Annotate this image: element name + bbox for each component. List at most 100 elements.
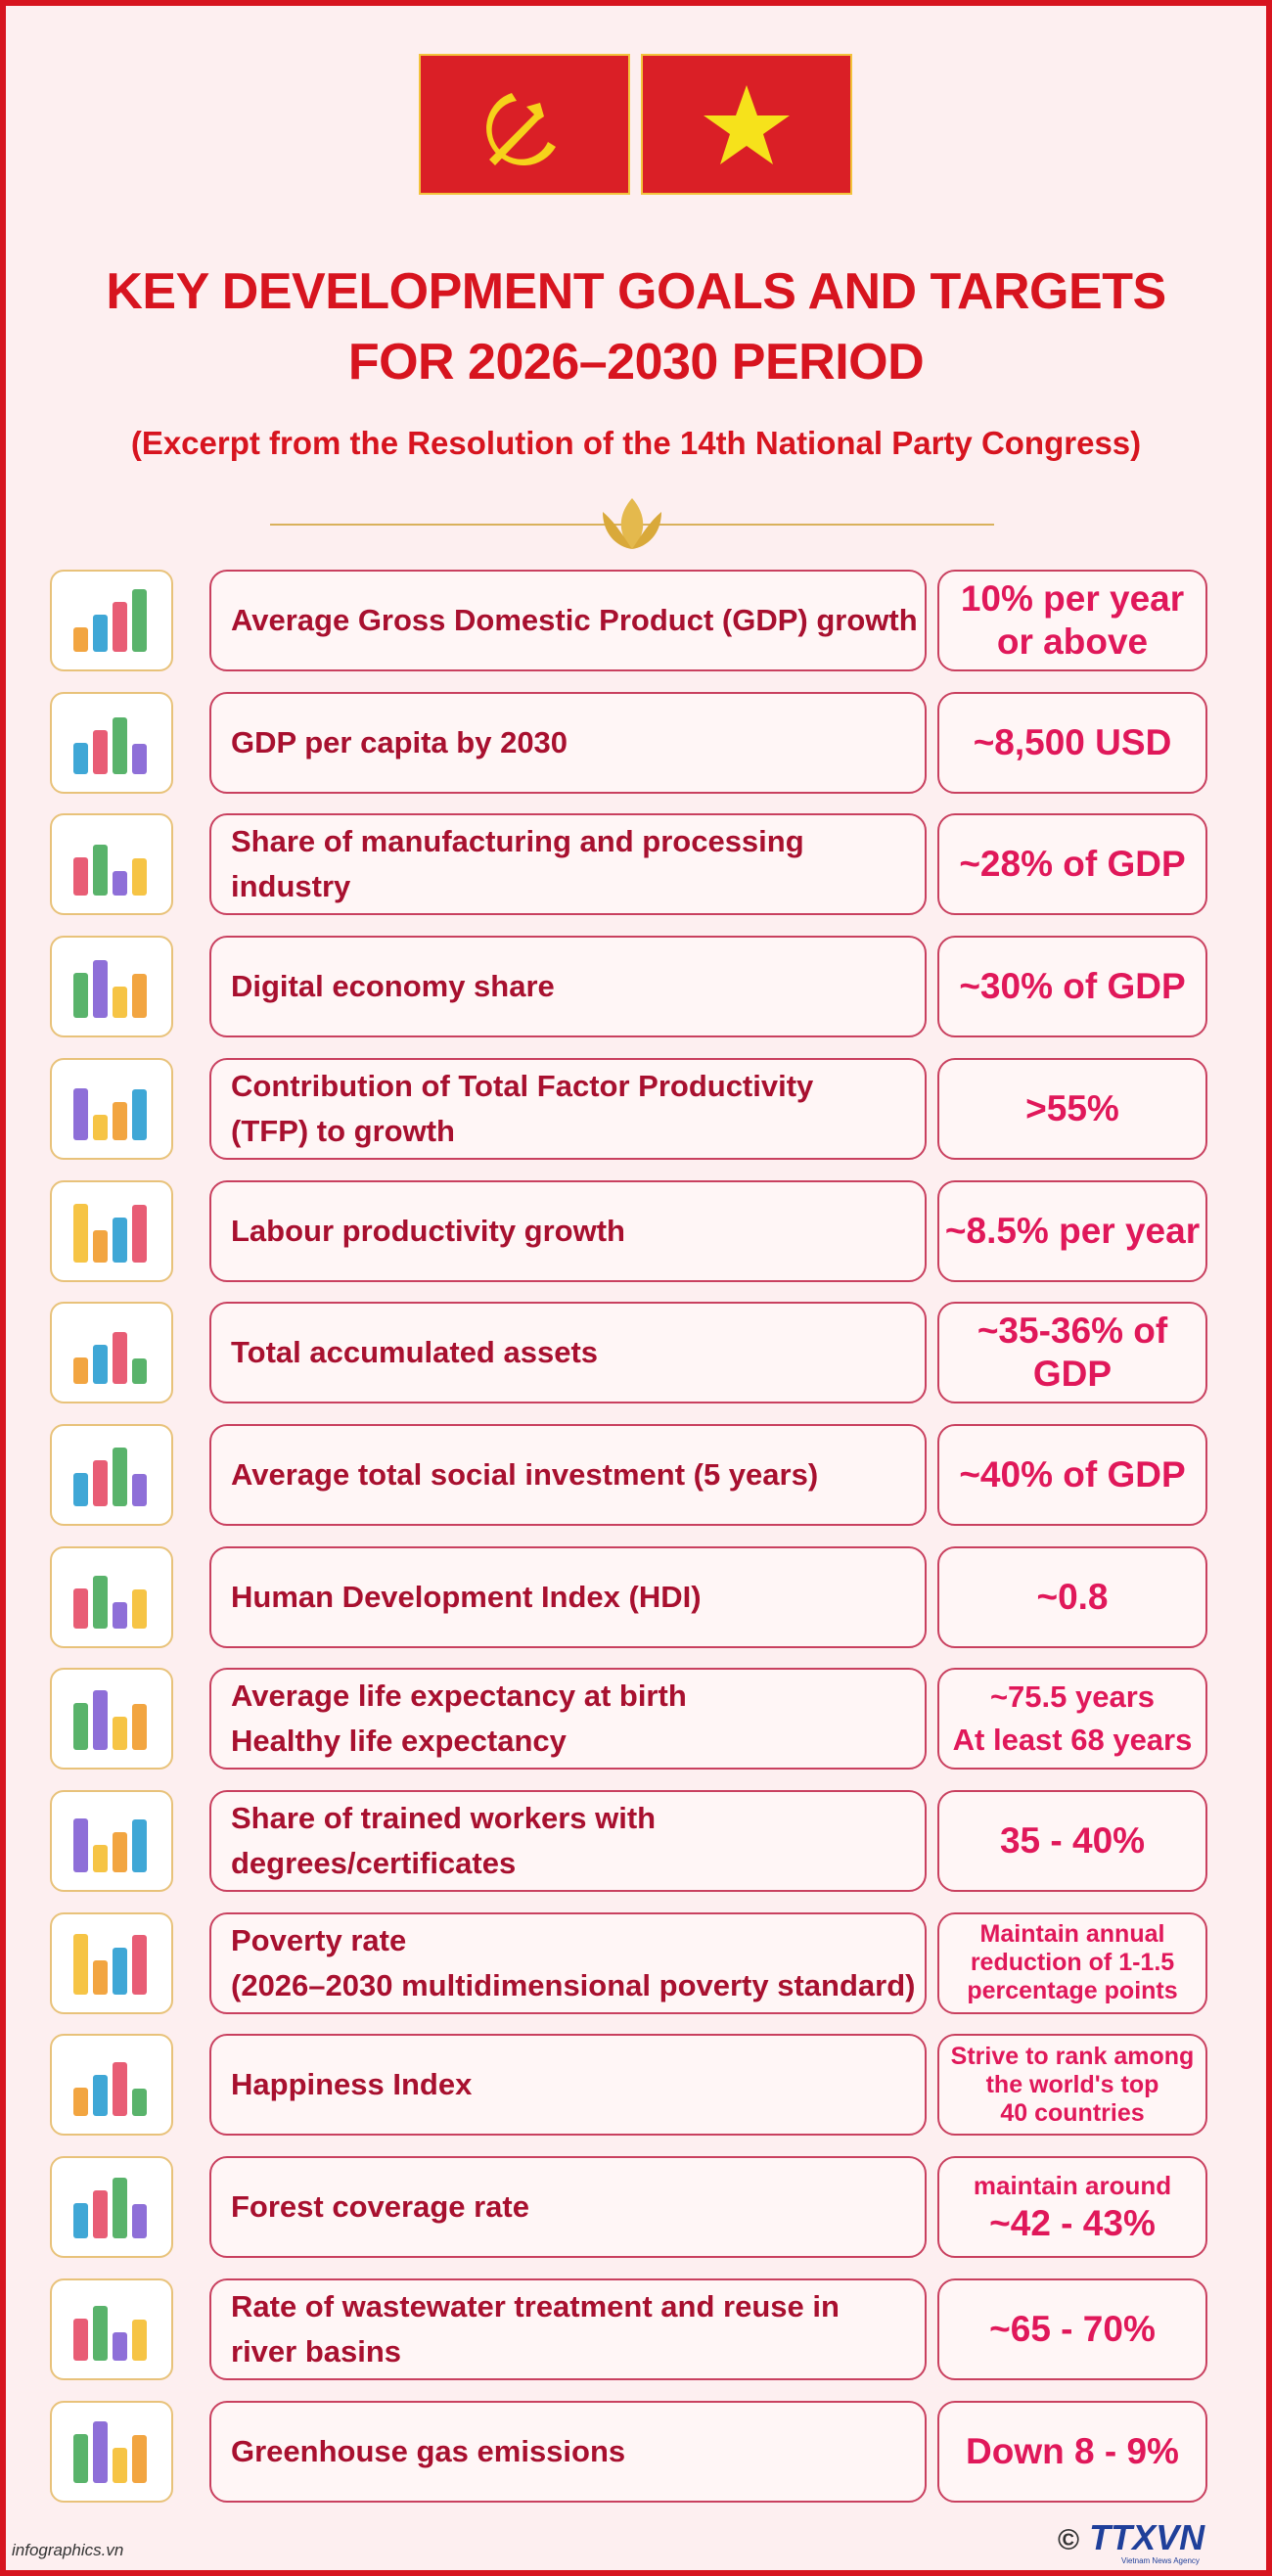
icon-shape [93, 1114, 108, 1140]
icon-shape [132, 1088, 147, 1140]
icon-art [73, 716, 147, 774]
target-box: ~75.5 years At least 68 years [937, 1668, 1207, 1771]
icon-art [73, 2062, 147, 2117]
row-icon [50, 813, 173, 916]
icon-shape [73, 973, 88, 1019]
icon-shape [113, 602, 127, 652]
icon-shape [73, 627, 88, 652]
icon-shape [93, 1229, 108, 1263]
logo: © TTXVN [1058, 2517, 1204, 2558]
row-icon [50, 2156, 173, 2259]
target-box: ~65 - 70% [937, 2277, 1207, 2380]
icon-shape [132, 1934, 147, 1995]
row-icon [50, 1545, 173, 1648]
icon-shape [93, 845, 108, 897]
icon-shape [132, 1588, 147, 1629]
icon-shape [93, 615, 108, 652]
icon-art [73, 1690, 147, 1751]
icon-art [73, 1933, 147, 1995]
icon-shape [73, 1933, 88, 1995]
icon-shape [93, 729, 108, 774]
icon-shape [113, 1601, 127, 1629]
goal-box: Share of manufacturing and processing in… [209, 813, 927, 916]
icon-art [73, 1447, 147, 1506]
icon-art [73, 1332, 147, 1385]
goal-text: (TFP) to growth [231, 1113, 455, 1148]
target-text: ~35-36% of GDP [977, 1311, 1168, 1395]
goal-text: Poverty rate [231, 1922, 407, 1957]
icon-shape [132, 2434, 147, 2483]
icon-shape [73, 1587, 88, 1629]
goal-text: Forest coverage rate [231, 2189, 529, 2225]
icon-art [73, 2178, 147, 2239]
icon-shape [113, 1947, 127, 1995]
row-icon [50, 1911, 173, 2014]
icon-shape [113, 1332, 127, 1385]
row-icon [50, 1302, 173, 1404]
target-text: ~42 - 43% [989, 2203, 1156, 2244]
icon-shape [93, 2190, 108, 2239]
target-box: ~30% of GDP [937, 936, 1207, 1038]
icon-shape [113, 2331, 127, 2361]
goal-box: Happiness Index [209, 2034, 927, 2137]
icon-shape [93, 1345, 108, 1385]
row-icon [50, 1179, 173, 1282]
icon-shape [93, 1575, 108, 1629]
icon-shape [73, 2433, 88, 2483]
goal-text: Total accumulated assets [231, 1335, 599, 1370]
target-text: percentage points [967, 1977, 1178, 2005]
goal-box: Rate of wastewater treatment and reuse i… [209, 2277, 927, 2380]
icon-shape [93, 2305, 108, 2361]
row-icon [50, 936, 173, 1038]
target-text: ~8,500 USD [973, 721, 1172, 762]
row-icon [50, 1423, 173, 1526]
icon-shape [132, 743, 147, 774]
icon-shape [73, 1818, 88, 1872]
target-box: ~8,500 USD [937, 691, 1207, 794]
target-text: ~30% of GDP [959, 966, 1186, 1007]
goal-box: Human Development Index (HDI) [209, 1545, 927, 1648]
target-text: the world's top [985, 2070, 1159, 2098]
icon-shape [113, 987, 127, 1019]
icon-shape [93, 2075, 108, 2117]
icon-shape [132, 1358, 147, 1385]
target-box: ~8.5% per year [937, 1179, 1207, 1282]
icon-art [73, 1203, 147, 1263]
icon-shape [132, 2204, 147, 2239]
icon-shape [93, 1845, 108, 1872]
goal-text: Rate of wastewater treatment and reuse i… [231, 2288, 840, 2323]
icon-art [73, 960, 147, 1019]
goal-box: Average life expectancy at birth Healthy … [209, 1668, 927, 1771]
icon-art [73, 1087, 147, 1140]
row-icon [50, 2400, 173, 2503]
target-box: ~35-36% of GDP [937, 1302, 1207, 1404]
icon-shape [132, 589, 147, 652]
target-text: maintain around [973, 2171, 1172, 2201]
row-icon [50, 570, 173, 671]
target-text: Strive to rank among [950, 2042, 1195, 2070]
icon-shape [73, 742, 88, 774]
target-text: ~65 - 70% [989, 2308, 1156, 2349]
row-icon [50, 1057, 173, 1160]
goal-box: Forest coverage rate [209, 2156, 927, 2259]
icon-shape [132, 1204, 147, 1263]
goal-box: Contribution of Total Factor Productivit… [209, 1057, 927, 1160]
goal-box: GDP per capita by 2030 [209, 691, 927, 794]
icon-art [73, 2305, 147, 2361]
national-flag [641, 54, 852, 195]
target-box: ~40% of GDP [937, 1423, 1207, 1526]
icon-shape [113, 2062, 127, 2117]
icon-art [73, 2420, 147, 2483]
target-text: ~75.5 years [989, 1679, 1156, 1715]
row-icon [50, 2034, 173, 2137]
icon-art [73, 1818, 147, 1872]
goal-text: Labour productivity growth [231, 1213, 625, 1248]
target-box: ~28% of GDP [937, 813, 1207, 916]
target-text: Down 8 - 9% [966, 2430, 1179, 2471]
goal-text: Average total social investment (5 years… [231, 1456, 819, 1492]
row-icon [50, 2277, 173, 2380]
goal-box: Average total social investment (5 years… [209, 1423, 927, 1526]
target-text: 10% per year [960, 578, 1185, 619]
row-icon [50, 691, 173, 794]
